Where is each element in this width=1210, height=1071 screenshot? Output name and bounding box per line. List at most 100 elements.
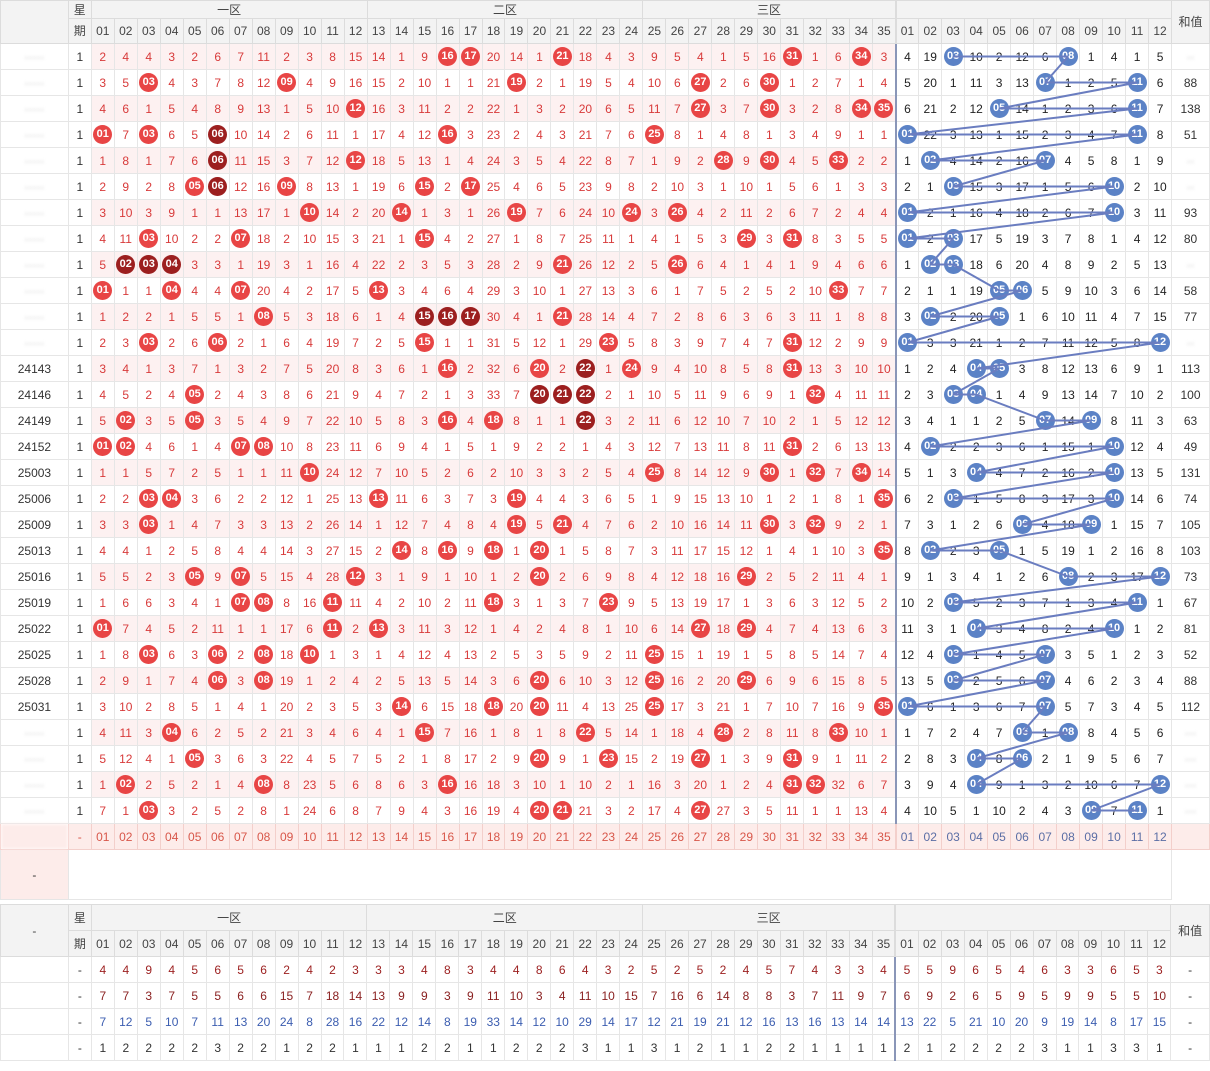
- header-front-27: 27: [688, 930, 712, 957]
- front-cell-29: 2: [734, 719, 759, 746]
- front-cell-07: 2: [228, 797, 253, 824]
- front-cell-03: 03: [136, 797, 161, 824]
- stat-sum: -: [1170, 1008, 1210, 1035]
- back-cell-01: 1: [894, 251, 920, 278]
- back-ball: 02: [920, 255, 940, 274]
- front-cell-16: 16: [435, 303, 460, 330]
- front-cell-07: 07: [228, 277, 253, 304]
- front-cell-24: 5: [619, 329, 644, 356]
- front-cell-30: 5: [757, 797, 782, 824]
- front-cell-14: 1: [389, 43, 414, 70]
- front-cell-24: 7: [619, 537, 644, 564]
- stat-front-09: 24: [274, 1008, 299, 1035]
- stat-front-03: 2: [136, 1034, 161, 1061]
- front-cell-10: 1: [297, 485, 322, 512]
- back-cell-02: 2: [918, 355, 943, 382]
- front-cell-24: 2: [619, 797, 644, 824]
- front-cell-06: 06: [205, 121, 230, 148]
- front-cell-15: 12: [412, 641, 437, 668]
- stat-front-25: 7: [642, 982, 667, 1009]
- back-cell-12: 11: [1148, 199, 1173, 226]
- front-cell-03: 1: [136, 537, 161, 564]
- front-cell-06: 1: [205, 199, 230, 226]
- footer-front-09: 09: [274, 823, 299, 850]
- front-cell-17: 17: [458, 43, 483, 70]
- front-cell-12: 14: [343, 511, 368, 538]
- front-cell-33: 32: [826, 771, 851, 798]
- front-ball: 01: [93, 437, 113, 456]
- stat-back-09: 3: [1078, 956, 1103, 983]
- front-cell-13: 13: [366, 485, 391, 512]
- header-front-14: 14: [389, 930, 414, 957]
- front-ball: 12: [346, 99, 366, 118]
- stat-front-05: 5: [182, 956, 207, 983]
- stat-front-35: 1: [871, 1034, 896, 1061]
- front-cell-27: 14: [688, 459, 713, 486]
- back-cell-07: 07: [1033, 641, 1058, 668]
- front-ball: 21: [552, 307, 572, 326]
- stat-front-25: 12: [642, 1008, 667, 1035]
- front-cell-03: 6: [136, 589, 161, 616]
- front-cell-23: 13: [596, 277, 621, 304]
- front-cell-28: 20: [711, 667, 736, 694]
- back-cell-08: 08: [1056, 563, 1081, 590]
- front-cell-17: 4: [458, 147, 483, 174]
- front-cell-13: 3: [366, 563, 391, 590]
- front-cell-22: 6: [573, 563, 598, 590]
- header-front-27: 27: [688, 18, 713, 44]
- front-cell-12: 12: [343, 459, 368, 486]
- draw-row: 25009 1 3 3 03 1 4 7 3 3 13 2 26 14 1 12 7 4 8 4 19 5 21 4 7 6 2 10…: [0, 511, 1210, 538]
- back-ball: 09: [1081, 515, 1101, 534]
- front-ball: 23: [598, 593, 618, 612]
- front-cell-23: 11: [596, 225, 621, 252]
- draw-row: ····· 1 4 6 1 5 4 8 9 13 1 5 10 12 16 3 11 2 2 22 1 3 2 20 6 5 11 7…: [0, 95, 1210, 122]
- front-cell-30: 5: [757, 277, 782, 304]
- front-cell-24: 15: [619, 745, 644, 772]
- front-cell-26: 1: [665, 225, 690, 252]
- front-ball: 02: [116, 411, 136, 430]
- back-ball: 11: [1127, 99, 1147, 118]
- front-cell-05: 4: [182, 277, 207, 304]
- front-cell-02: 8: [113, 147, 138, 174]
- front-cell-19: 4: [504, 615, 529, 642]
- back-cell-05: 3: [987, 615, 1012, 642]
- stat-front-07: 13: [228, 1008, 253, 1035]
- front-ball: 13: [369, 489, 389, 508]
- header-front-03: 03: [136, 18, 161, 44]
- front-cell-11: 18: [320, 303, 345, 330]
- front-cell-31: 2: [780, 277, 805, 304]
- front-ball: 31: [782, 359, 802, 378]
- back-ball: 09: [1081, 801, 1101, 820]
- stat-back-10: 3: [1101, 1034, 1126, 1061]
- front-cell-19: 6: [504, 355, 529, 382]
- front-ball: 27: [690, 99, 710, 118]
- back-cell-06: 12: [1010, 43, 1035, 70]
- front-cell-27: 2: [688, 147, 713, 174]
- front-ball: 32: [805, 463, 825, 482]
- draw-sum: 138: [1171, 95, 1210, 122]
- front-cell-27: 5: [688, 225, 713, 252]
- front-cell-18: 18: [481, 771, 506, 798]
- draw-period: 25031: [0, 693, 69, 720]
- front-cell-13: 16: [366, 95, 391, 122]
- front-ball: 05: [185, 749, 205, 768]
- front-cell-33: 33: [826, 719, 851, 746]
- front-cell-12: 3: [343, 641, 368, 668]
- back-cell-09: 5: [1079, 641, 1104, 668]
- draw-period: 24143: [0, 355, 69, 382]
- front-cell-26: 5: [665, 43, 690, 70]
- front-ball: 10: [300, 203, 320, 222]
- header-front-31: 31: [780, 18, 805, 44]
- front-ball: 06: [208, 333, 228, 352]
- header-back-05: 05: [986, 930, 1011, 957]
- draw-period: ·····: [0, 771, 69, 798]
- front-cell-18: 18: [481, 693, 506, 720]
- footer-front-24: 24: [619, 823, 644, 850]
- front-cell-02: 11: [113, 225, 138, 252]
- front-ball: 08: [254, 437, 274, 456]
- front-cell-31: 4: [780, 537, 805, 564]
- front-cell-30: 1: [757, 121, 782, 148]
- draw-sum: 100: [1171, 381, 1210, 408]
- stat-front-03: 9: [136, 956, 161, 983]
- front-cell-13: 2: [366, 537, 391, 564]
